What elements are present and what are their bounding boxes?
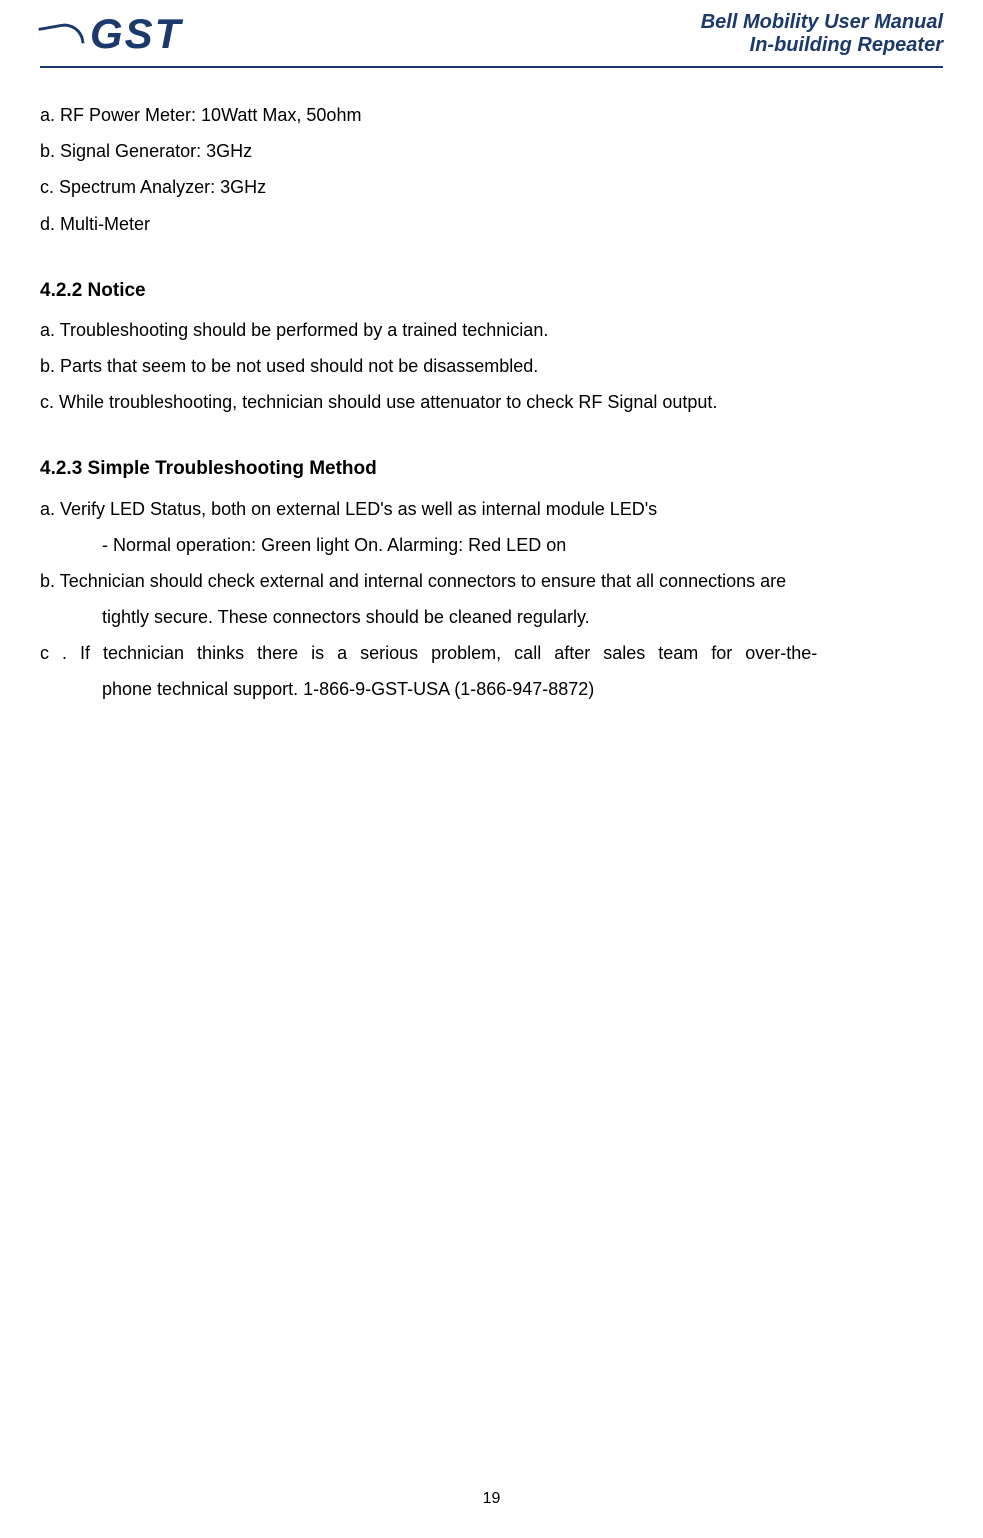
troubleshoot-item-b-cont: tightly secure. These connectors should … xyxy=(40,600,943,634)
equipment-item-b: b. Signal Generator: 3GHz xyxy=(40,134,943,168)
equipment-item-c: c. Spectrum Analyzer: 3GHz xyxy=(40,170,943,204)
logo: GST xyxy=(40,10,182,58)
troubleshoot-item-a-sub: - Normal operation: Green light On. Alar… xyxy=(40,528,943,562)
page-footer: 19 xyxy=(0,1490,983,1508)
notice-item-b: b. Parts that seem to be not used should… xyxy=(40,349,943,383)
logo-swoosh-icon xyxy=(40,19,85,49)
header-title-line2: In-building Repeater xyxy=(701,34,943,57)
troubleshoot-item-b: b. Technician should check external and … xyxy=(40,564,943,598)
logo-text: GST xyxy=(90,10,182,58)
spacer xyxy=(40,243,943,273)
troubleshoot-item-a: a. Verify LED Status, both on external L… xyxy=(40,492,943,526)
equipment-item-a: a. RF Power Meter: 10Watt Max, 50ohm xyxy=(40,98,943,132)
page-header: GST Bell Mobility User Manual In-buildin… xyxy=(40,0,943,68)
notice-item-a: a. Troubleshooting should be performed b… xyxy=(40,313,943,347)
notice-item-c: c. While troubleshooting, technician sho… xyxy=(40,385,943,419)
troubleshoot-item-c-cont: phone technical support. 1-866-9-GST-USA… xyxy=(40,672,943,706)
section-423-heading: 4.2.3 Simple Troubleshooting Method xyxy=(40,451,943,487)
page-number: 19 xyxy=(483,1490,501,1507)
header-title-line1: Bell Mobility User Manual xyxy=(701,11,943,34)
troubleshoot-item-c: c . If technician thinks there is a seri… xyxy=(40,636,943,670)
spacer xyxy=(40,421,943,451)
page-content: a. RF Power Meter: 10Watt Max, 50ohm b. … xyxy=(40,68,943,707)
section-422-heading: 4.2.2 Notice xyxy=(40,273,943,309)
equipment-item-d: d. Multi-Meter xyxy=(40,207,943,241)
header-title: Bell Mobility User Manual In-building Re… xyxy=(701,11,943,57)
